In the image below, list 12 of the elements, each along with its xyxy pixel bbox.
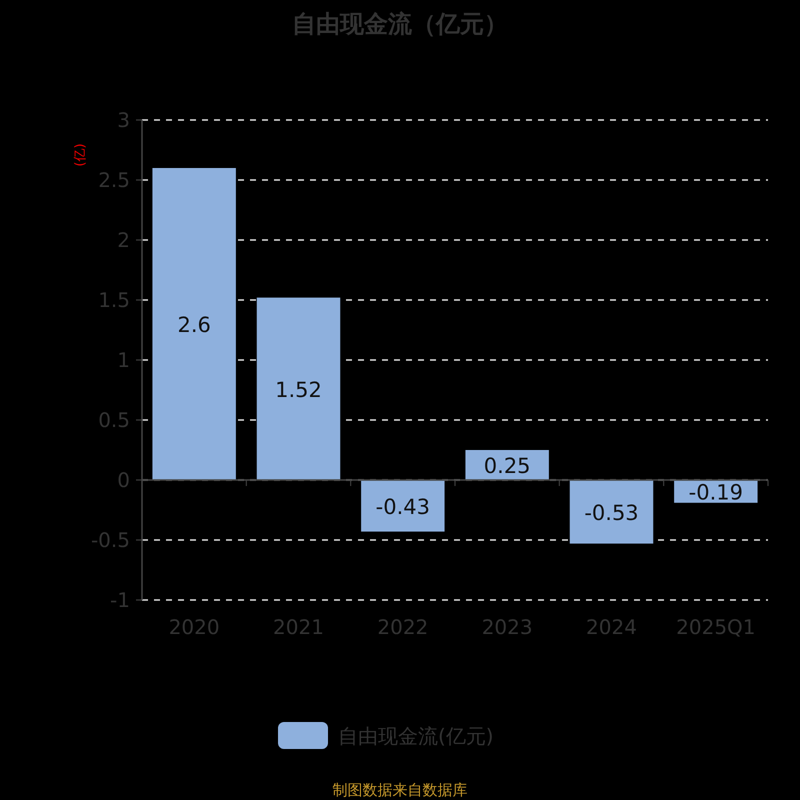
y-axis-title: (亿) — [73, 143, 88, 167]
bar — [152, 168, 236, 480]
bar — [361, 480, 445, 532]
data-label: 0.25 — [484, 454, 531, 478]
data-label: -0.53 — [584, 500, 639, 525]
data-label: -0.43 — [376, 494, 430, 519]
data-label: 2.6 — [177, 313, 211, 337]
bar — [256, 298, 340, 480]
bar — [570, 480, 654, 544]
data-label: -0.19 — [688, 480, 744, 504]
data-label: 1.52 — [275, 378, 322, 402]
text: 制图数据来自数据库 — [332, 781, 468, 799]
